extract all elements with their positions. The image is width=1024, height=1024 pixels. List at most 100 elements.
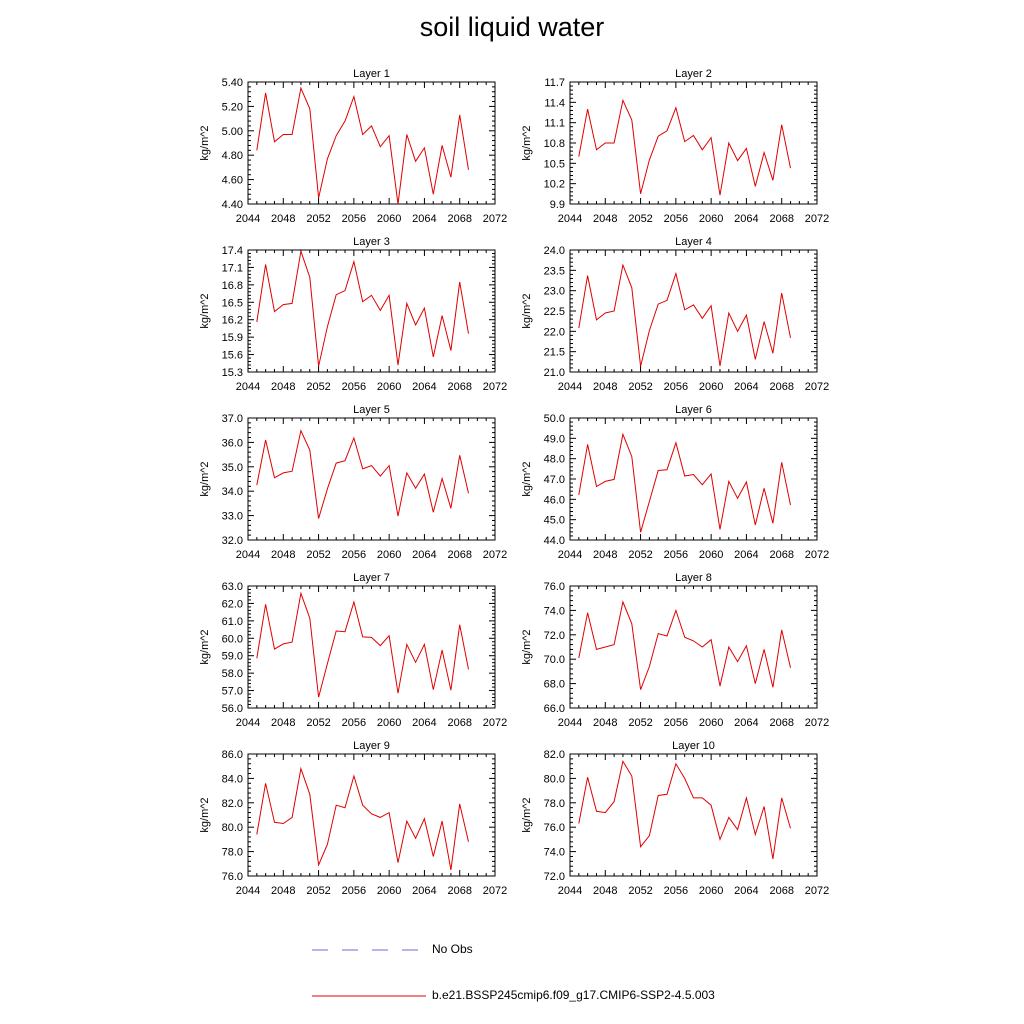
panel-layer-5: Layer 5 kg/m^2 2044 2048 2052 2056 2060 2064 206… bbox=[199, 404, 507, 561]
x-tick-label: 2048 bbox=[271, 549, 295, 561]
legend-label-model-run: b.e21.BSSP245cmip6.f09_g17.CMIP6-SSP2-4.… bbox=[432, 988, 715, 1002]
y-tick-label: 4.60 bbox=[222, 175, 243, 187]
plot-frame bbox=[569, 753, 818, 877]
x-tick-label: 2048 bbox=[271, 717, 295, 729]
x-tick-label: 2072 bbox=[483, 549, 507, 561]
x-tick-label: 2056 bbox=[664, 549, 688, 561]
x-tick-label: 2068 bbox=[447, 717, 471, 729]
plot-frame bbox=[247, 417, 496, 541]
x-tick-label: 2044 bbox=[558, 213, 582, 225]
x-tick-label: 2056 bbox=[664, 381, 688, 393]
panel-layer-7: Layer 7 kg/m^2 2044 2048 2052 2056 2060 2064 206… bbox=[199, 572, 507, 729]
y-tick-label: 10.2 bbox=[544, 179, 565, 191]
x-tick-label: 2064 bbox=[412, 381, 436, 393]
x-tick-label: 2064 bbox=[734, 885, 758, 897]
y-tick-label: 82.0 bbox=[222, 798, 243, 810]
plot-frame bbox=[247, 249, 496, 373]
plot-frame bbox=[247, 585, 496, 709]
x-tick-label: 2052 bbox=[306, 381, 330, 393]
y-axis-label: kg/m^2 bbox=[199, 125, 211, 160]
panel-layer-8: Layer 8 kg/m^2 2044 2048 2052 2056 2060 2064 206… bbox=[521, 572, 829, 729]
y-tick-label: 9.9 bbox=[550, 199, 565, 211]
y-tick-label: 5.00 bbox=[222, 126, 243, 138]
y-tick-label: 56.0 bbox=[222, 703, 243, 715]
x-tick-label: 2072 bbox=[483, 717, 507, 729]
y-tick-label: 11.7 bbox=[544, 77, 565, 89]
x-tick-label: 2068 bbox=[769, 213, 793, 225]
y-tick-label: 60.0 bbox=[222, 633, 243, 645]
y-tick-label: 23.5 bbox=[544, 265, 565, 277]
x-tick-label: 2072 bbox=[805, 381, 829, 393]
x-tick-label: 2056 bbox=[342, 885, 366, 897]
series-line bbox=[256, 251, 469, 367]
x-tick-label: 2072 bbox=[483, 381, 507, 393]
x-tick-label: 2064 bbox=[734, 549, 758, 561]
x-tick-label: 2060 bbox=[377, 885, 401, 897]
y-tick-label: 74.0 bbox=[544, 605, 565, 617]
x-tick-label: 2044 bbox=[236, 885, 260, 897]
x-tick-label: 2052 bbox=[628, 549, 652, 561]
series-line bbox=[578, 600, 791, 690]
series-line bbox=[578, 759, 791, 859]
y-tick-label: 5.20 bbox=[222, 101, 243, 113]
y-tick-label: 78.0 bbox=[222, 847, 243, 859]
x-tick-label: 2060 bbox=[377, 717, 401, 729]
x-tick-label: 2064 bbox=[412, 549, 436, 561]
y-tick-label: 86.0 bbox=[222, 749, 243, 761]
panel-layer-9: Layer 9 kg/m^2 2044 2048 2052 2056 2060 2064 206… bbox=[199, 740, 507, 897]
x-tick-label: 2072 bbox=[483, 885, 507, 897]
y-axis-label: kg/m^2 bbox=[521, 293, 533, 328]
panel-title: Layer 8 bbox=[675, 572, 712, 584]
x-tick-label: 2056 bbox=[342, 213, 366, 225]
y-tick-label: 66.0 bbox=[544, 703, 565, 715]
x-tick-label: 2056 bbox=[664, 213, 688, 225]
x-tick-label: 2052 bbox=[306, 885, 330, 897]
panel-title: Layer 5 bbox=[353, 404, 390, 416]
y-tick-label: 49.0 bbox=[544, 433, 565, 445]
y-tick-label: 70.0 bbox=[544, 654, 565, 666]
x-tick-label: 2052 bbox=[628, 381, 652, 393]
y-tick-label: 44.0 bbox=[544, 535, 565, 547]
x-tick-label: 2068 bbox=[769, 381, 793, 393]
y-tick-label: 4.80 bbox=[222, 150, 243, 162]
y-tick-label: 16.5 bbox=[222, 297, 243, 309]
x-tick-label: 2052 bbox=[628, 885, 652, 897]
y-tick-label: 22.0 bbox=[544, 326, 565, 338]
panel-title: Layer 7 bbox=[353, 572, 390, 584]
x-tick-label: 2072 bbox=[805, 717, 829, 729]
x-tick-label: 2064 bbox=[734, 213, 758, 225]
y-tick-label: 68.0 bbox=[544, 679, 565, 691]
y-tick-label: 16.8 bbox=[222, 280, 243, 292]
x-tick-label: 2068 bbox=[447, 549, 471, 561]
y-tick-label: 58.0 bbox=[222, 668, 243, 680]
panel-title: Layer 1 bbox=[353, 68, 390, 80]
y-tick-label: 80.0 bbox=[222, 822, 243, 834]
x-tick-label: 2048 bbox=[593, 717, 617, 729]
y-tick-label: 78.0 bbox=[544, 798, 565, 810]
legend-swatch-solid bbox=[312, 995, 426, 997]
panel-title: Layer 6 bbox=[675, 404, 712, 416]
x-tick-label: 2056 bbox=[342, 381, 366, 393]
y-tick-label: 17.4 bbox=[222, 245, 243, 257]
y-tick-label: 21.5 bbox=[544, 347, 565, 359]
x-tick-label: 2060 bbox=[377, 549, 401, 561]
panel-title: Layer 4 bbox=[675, 236, 712, 248]
x-tick-label: 2072 bbox=[805, 549, 829, 561]
y-tick-label: 47.0 bbox=[544, 474, 565, 486]
y-tick-label: 11.1 bbox=[544, 118, 565, 130]
x-tick-label: 2072 bbox=[483, 213, 507, 225]
y-tick-label: 82.0 bbox=[544, 749, 565, 761]
y-tick-label: 11.4 bbox=[544, 97, 565, 109]
y-tick-label: 36.0 bbox=[222, 437, 243, 449]
panel-layer-3: Layer 3 kg/m^2 2044 2048 2052 2056 2060 2064 206… bbox=[199, 236, 507, 393]
y-tick-label: 34.0 bbox=[222, 486, 243, 498]
x-tick-label: 2064 bbox=[734, 717, 758, 729]
y-tick-label: 63.0 bbox=[222, 581, 243, 593]
plot-frame bbox=[569, 417, 818, 541]
x-tick-label: 2044 bbox=[236, 213, 260, 225]
series-line bbox=[256, 86, 469, 205]
x-tick-label: 2044 bbox=[236, 549, 260, 561]
series-line bbox=[256, 591, 469, 698]
x-tick-label: 2048 bbox=[593, 381, 617, 393]
